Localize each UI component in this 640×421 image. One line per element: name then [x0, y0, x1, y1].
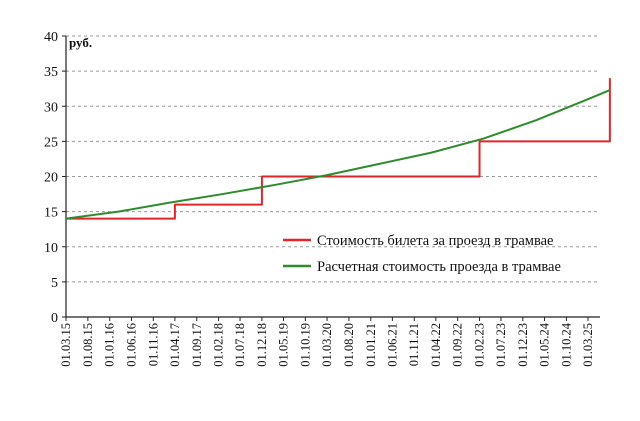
series-line-ticket-price: [66, 78, 611, 220]
x-tick-label: 01.06.21: [385, 323, 399, 367]
y-tick-label: 10: [44, 241, 58, 256]
y-unit-label: руб.: [69, 35, 92, 50]
x-tick-label: 01.11.21: [407, 323, 421, 366]
x-tick-label: 01.07.23: [494, 323, 508, 367]
x-tick-label: 01.10.24: [559, 322, 573, 367]
y-tick-label: 40: [44, 30, 58, 45]
x-tick-label: 01.03.15: [59, 323, 73, 367]
y-tick-label: 35: [44, 65, 58, 80]
y-tick-label: 5: [51, 276, 58, 291]
y-tick-label: 15: [44, 206, 58, 221]
x-tick-label: 01.03.25: [581, 323, 595, 367]
x-tick-label: 01.07.18: [233, 323, 247, 367]
x-tick-label: 01.10.19: [298, 323, 312, 367]
y-tick-label: 25: [44, 135, 58, 150]
x-tick-label: 01.11.16: [146, 323, 160, 366]
y-tick-label: 0: [51, 311, 58, 326]
x-tick-label: 01.02.23: [473, 323, 487, 367]
series-lines: [65, 78, 611, 220]
y-tick-label: 20: [44, 171, 58, 186]
series-line-estimated-price: [65, 89, 611, 220]
x-tick-label: 01.02.18: [212, 323, 226, 367]
x-tick-label: 01.04.22: [429, 323, 443, 367]
x-tick-label: 01.12.23: [516, 323, 530, 367]
x-tick-label: 01.09.17: [190, 323, 204, 367]
x-tick-label: 01.01.21: [364, 323, 378, 367]
y-tick-label: 30: [44, 100, 58, 115]
x-tick-label: 01.06.16: [124, 323, 138, 367]
x-axis-ticks: 01.03.15 01.08.15 01.01.16 01.06.16 01.11.16…: [59, 322, 595, 367]
x-tick-label: 01.05.24: [538, 322, 552, 367]
legend-label: Стоимость билета за проезд в трамвае: [317, 233, 554, 249]
legend-label: Расчетная стоимость проезда в трамвае: [317, 259, 561, 275]
axes: [62, 35, 600, 321]
y-axis-ticks: 0 5 10 15 20 25 30 35 40: [44, 30, 58, 326]
x-tick-label: 01.05.19: [276, 323, 290, 367]
x-tick-label: 01.03.20: [320, 323, 334, 367]
x-tick-label: 01.12.18: [255, 323, 269, 367]
legend: Стоимость билета за проезд в трамвае Расч…: [283, 233, 561, 275]
x-tick-label: 01.09.22: [451, 323, 465, 367]
x-tick-label: 01.01.16: [103, 323, 117, 367]
x-tick-label: 01.04.17: [168, 323, 182, 367]
x-tick-label: 01.08.15: [81, 323, 95, 367]
x-tick-label: 01.08.20: [342, 323, 356, 367]
